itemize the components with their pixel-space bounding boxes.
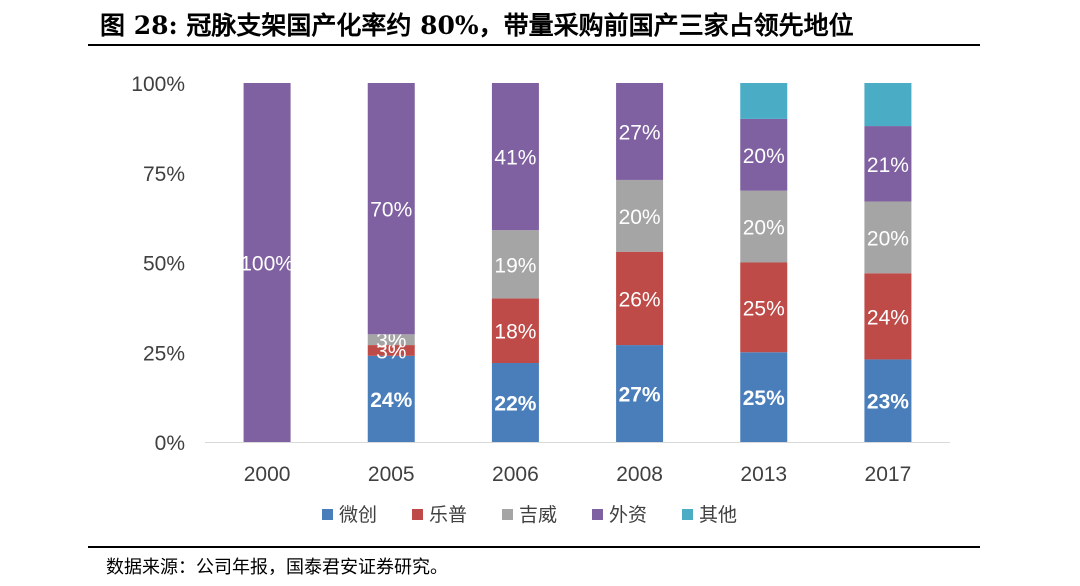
- data-label: 21%: [867, 154, 909, 177]
- data-label: 20%: [743, 145, 785, 168]
- bar-segment: [740, 262, 788, 353]
- bar-segment: [491, 83, 539, 231]
- legend-label: 其他: [699, 504, 737, 526]
- legend-swatch: [322, 509, 333, 520]
- legend-label: 吉威: [519, 504, 557, 526]
- bar-segment: [367, 345, 415, 356]
- bar-segment: [864, 126, 912, 202]
- legend-swatch: [682, 509, 693, 520]
- data-label: 19%: [494, 254, 536, 277]
- x-tick-label: 2006: [492, 463, 539, 486]
- y-tick-label: 0%: [155, 432, 185, 455]
- legend-label: 微创: [339, 504, 377, 526]
- data-label: 27%: [619, 121, 661, 144]
- y-tick-label: 100%: [131, 73, 185, 96]
- legend-label: 乐普: [429, 504, 467, 526]
- bar-segment: [864, 359, 912, 442]
- data-label: 24%: [370, 389, 412, 412]
- bar-segment: [740, 352, 788, 442]
- source-note: 数据来源：公司年报，国泰君安证券研究。: [106, 557, 448, 578]
- data-label: 18%: [494, 321, 536, 344]
- data-label: 27%: [619, 384, 661, 407]
- bar-segment: [616, 345, 664, 442]
- bar-segment: [491, 363, 539, 442]
- data-label: 100%: [240, 253, 294, 276]
- bar-segment: [616, 179, 664, 252]
- data-label: 20%: [619, 206, 661, 229]
- bar-segment: [491, 298, 539, 364]
- data-label: 25%: [743, 297, 785, 320]
- bar-segment: [243, 83, 291, 442]
- bar-segment: [367, 334, 415, 346]
- y-tick-label: 50%: [143, 253, 185, 276]
- data-label: 26%: [619, 288, 661, 311]
- bar-segment: [740, 190, 788, 263]
- chart-title: 图 28: 冠脉支架国产化率约 80%，带量采购前国产三家占领先地位: [100, 11, 854, 40]
- bar-segment: [491, 230, 539, 299]
- stacked-bar-chart: 0% 25% 50% 75% 100% 100% 2000 24% 3%3% 70% 2005 22%…: [131, 73, 950, 526]
- data-label: 25%: [743, 387, 785, 410]
- legend-label: 外资: [609, 504, 647, 526]
- bar-segment: [616, 251, 664, 346]
- data-label: 20%: [743, 217, 785, 240]
- data-label: 70%: [370, 199, 412, 222]
- data-label: 24%: [867, 306, 909, 329]
- bar-segment: [616, 83, 664, 180]
- bar-segment: [740, 118, 788, 191]
- bar-segment: [367, 355, 415, 442]
- data-label: 41%: [494, 147, 536, 170]
- bar-segment: [367, 83, 415, 335]
- x-tick-label: 2008: [616, 463, 663, 486]
- source-rule: [88, 546, 980, 548]
- data-label: 3%: [376, 330, 406, 353]
- x-tick-label: 2013: [740, 463, 787, 486]
- legend-swatch: [502, 509, 513, 520]
- data-label: 3%: [376, 340, 406, 363]
- data-label: 20%: [867, 227, 909, 250]
- y-tick-label: 25%: [143, 342, 185, 365]
- bar-segment: [864, 83, 912, 127]
- x-tick-label: 2017: [865, 463, 912, 486]
- bar-segment: [864, 273, 912, 360]
- data-label: 23%: [867, 391, 909, 414]
- legend-swatch: [412, 509, 423, 520]
- title-rule: [88, 44, 980, 46]
- x-tick-label: 2000: [244, 463, 291, 486]
- x-tick-label: 2005: [368, 463, 415, 486]
- bar-segment: [864, 201, 912, 274]
- legend-swatch: [592, 509, 603, 520]
- bar-segment: [740, 83, 788, 119]
- data-label: 22%: [494, 393, 536, 416]
- y-tick-label: 75%: [143, 163, 185, 186]
